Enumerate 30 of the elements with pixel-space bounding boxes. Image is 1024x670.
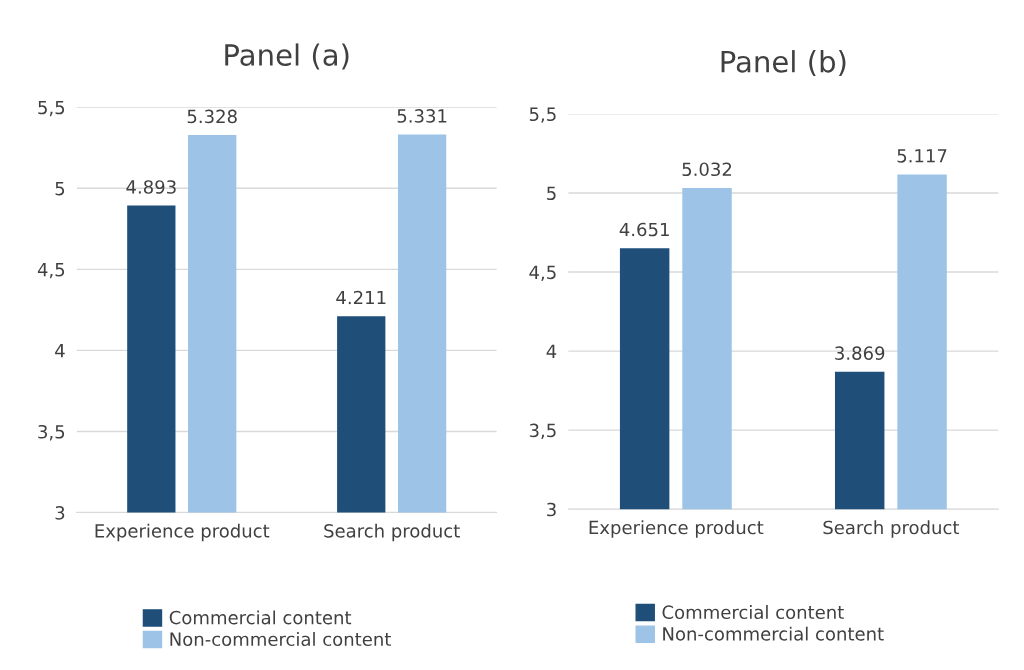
chart-title: Panel (b) — [721, 50, 846, 77]
y-tick-label: 4 — [546, 344, 557, 358]
legend-label: Commercial content — [662, 605, 844, 620]
y-tick-label: 5 — [55, 181, 65, 196]
y-tick-label: 5 — [547, 186, 556, 201]
legend-label: Non-commercial content — [663, 626, 884, 641]
data-label: 5.117 — [897, 149, 947, 163]
y-tick-label: 3 — [55, 506, 65, 520]
y-tick-label: 5,5 — [38, 100, 65, 117]
y-tick-label: 4,5 — [37, 263, 65, 279]
x-tick-label: Experience product — [589, 520, 764, 538]
data-label: 5.032 — [682, 162, 732, 177]
y-tick-label: 3,5 — [529, 423, 556, 440]
chart-title: Panel (a) — [225, 43, 349, 70]
x-tick-label: Search product — [324, 523, 460, 542]
y-tick-label: 4,5 — [529, 265, 556, 281]
data-label: 4.651 — [619, 222, 669, 237]
y-tick-label: 4 — [55, 344, 65, 358]
x-tick-label: Search product — [823, 520, 960, 538]
data-label: 4.893 — [126, 180, 176, 194]
data-label: 3.869 — [835, 346, 885, 360]
y-tick-label: 3 — [547, 502, 556, 517]
legend-label: Non-commercial content — [170, 632, 391, 647]
x-tick-label: Experience product — [95, 523, 270, 542]
legend-label: Commercial content — [169, 610, 352, 625]
y-tick-label: 5,5 — [529, 107, 556, 123]
data-label: 5.328 — [187, 109, 237, 124]
data-label: 4.211 — [336, 290, 386, 305]
y-tick-label: 3,5 — [38, 424, 65, 441]
data-label: 5.331 — [397, 109, 447, 123]
